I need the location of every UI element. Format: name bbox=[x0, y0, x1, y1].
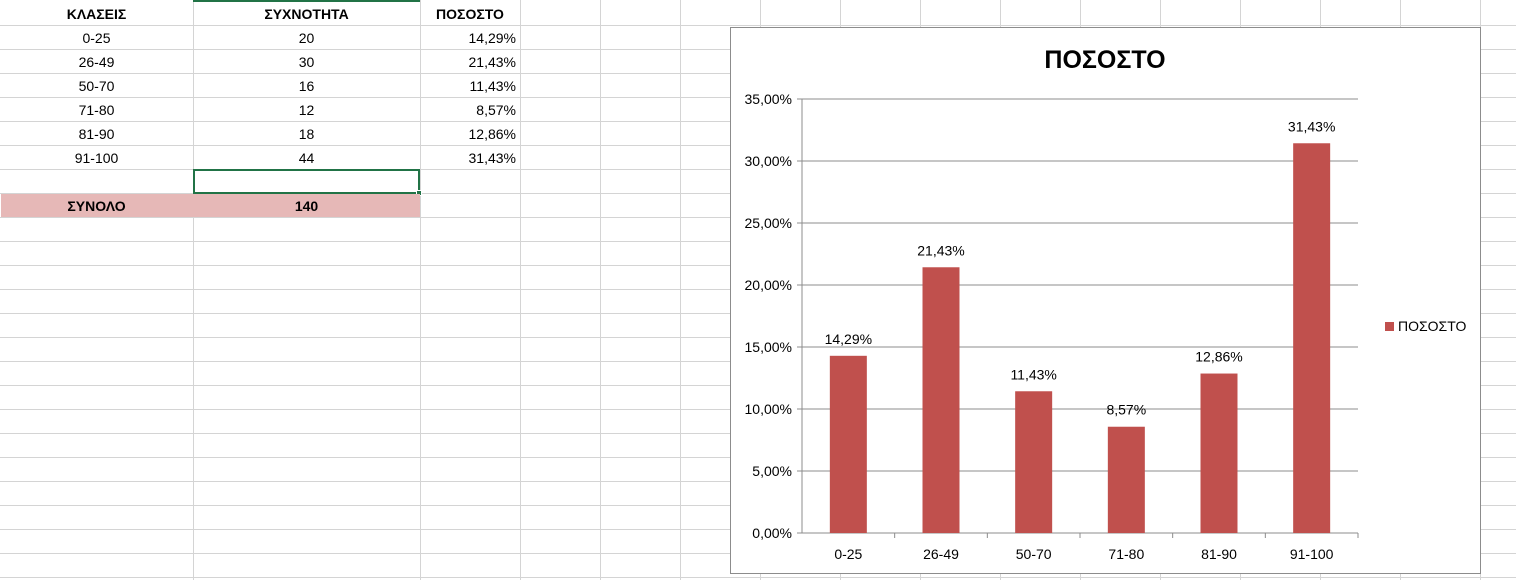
y-tick-label: 10,00% bbox=[745, 401, 792, 417]
y-tick-label: 20,00% bbox=[745, 277, 792, 293]
grid-column-line bbox=[680, 0, 681, 580]
y-tick-label: 35,00% bbox=[745, 91, 792, 107]
data-label: 12,86% bbox=[1195, 349, 1242, 365]
x-tick-label: 81-90 bbox=[1201, 546, 1237, 562]
cell-klass-4[interactable]: 71-80 bbox=[78, 102, 115, 118]
total-label[interactable]: ΣΥΝΟΛΟ bbox=[67, 198, 126, 214]
cell-freq-1[interactable]: 20 bbox=[298, 30, 315, 46]
data-label: 31,43% bbox=[1288, 118, 1335, 134]
x-tick-label: 71-80 bbox=[1108, 546, 1144, 562]
selected-cell[interactable] bbox=[193, 169, 420, 194]
total-value[interactable]: 140 bbox=[294, 198, 319, 214]
x-tick-label: 50-70 bbox=[1016, 546, 1052, 562]
bar-91-100 bbox=[1293, 143, 1331, 533]
cell-freq-2[interactable]: 30 bbox=[298, 54, 315, 70]
cell-pct-4[interactable]: 8,57% bbox=[476, 102, 516, 118]
legend-swatch bbox=[1385, 322, 1394, 331]
bar-0-25 bbox=[829, 355, 867, 533]
data-label: 14,29% bbox=[825, 331, 872, 347]
grid-row-line bbox=[0, 577, 1516, 578]
data-label: 11,43% bbox=[1010, 366, 1056, 382]
grid-column-line bbox=[520, 0, 521, 580]
bar-81-90 bbox=[1200, 373, 1238, 533]
header-syxnotita[interactable]: ΣΥΧΝΟΤΗΤΑ bbox=[264, 6, 349, 22]
x-tick-label: 0-25 bbox=[834, 546, 862, 562]
y-tick-label: 25,00% bbox=[745, 215, 792, 231]
y-tick-label: 5,00% bbox=[752, 463, 792, 479]
x-tick-label: 91-100 bbox=[1290, 546, 1334, 562]
cell-freq-4[interactable]: 12 bbox=[298, 102, 315, 118]
bar-chart[interactable]: ΠΟΣΟΣΤΟ 0,00% 5,00% 10,00% 15,00% 20,00% 25,00… bbox=[731, 28, 1482, 575]
cell-freq-6[interactable]: 44 bbox=[298, 150, 315, 166]
cell-klass-2[interactable]: 26-49 bbox=[78, 54, 115, 70]
cell-pct-5[interactable]: 12,86% bbox=[468, 126, 516, 142]
cell-freq-3[interactable]: 16 bbox=[298, 78, 315, 94]
y-tick-label: 15,00% bbox=[745, 339, 792, 355]
active-column-header-accent bbox=[193, 0, 420, 2]
grid-column-line bbox=[420, 0, 421, 580]
cell-klass-6[interactable]: 91-100 bbox=[74, 150, 119, 166]
header-pososto[interactable]: ΠΟΣΟΣΤΟ bbox=[436, 6, 504, 22]
cell-pct-2[interactable]: 21,43% bbox=[468, 54, 516, 70]
cell-klass-5[interactable]: 81-90 bbox=[78, 126, 115, 142]
data-label: 21,43% bbox=[917, 242, 964, 258]
cell-klass-1[interactable]: 0-25 bbox=[82, 30, 111, 46]
cell-pct-6[interactable]: 31,43% bbox=[468, 150, 516, 166]
chart-title: ΠΟΣΟΣΤΟ bbox=[1044, 46, 1165, 74]
x-tick-label: 26-49 bbox=[923, 546, 959, 562]
bar-26-49 bbox=[922, 267, 960, 533]
legend-label: ΠΟΣΟΣΤΟ bbox=[1398, 318, 1466, 334]
y-tick-label: 0,00% bbox=[752, 525, 792, 541]
grid-column-line bbox=[193, 0, 194, 580]
data-label: 8,57% bbox=[1106, 402, 1146, 418]
total-row-fill bbox=[1, 194, 420, 217]
grid-row-line bbox=[0, 25, 1516, 26]
bar-71-80 bbox=[1107, 426, 1145, 533]
cell-pct-1[interactable]: 14,29% bbox=[468, 30, 516, 46]
chart-area[interactable]: ΠΟΣΟΣΤΟ 0,00% 5,00% 10,00% 15,00% 20,00% 25,00… bbox=[730, 27, 1481, 574]
bar-50-70 bbox=[1015, 391, 1053, 533]
cell-klass-3[interactable]: 50-70 bbox=[78, 78, 115, 94]
cell-freq-5[interactable]: 18 bbox=[298, 126, 315, 142]
y-tick-label: 30,00% bbox=[745, 153, 792, 169]
grid-column-line bbox=[600, 0, 601, 580]
header-klaseis[interactable]: ΚΛΑΣΕΙΣ bbox=[66, 6, 127, 22]
cell-pct-3[interactable]: 11,43% bbox=[469, 78, 516, 94]
